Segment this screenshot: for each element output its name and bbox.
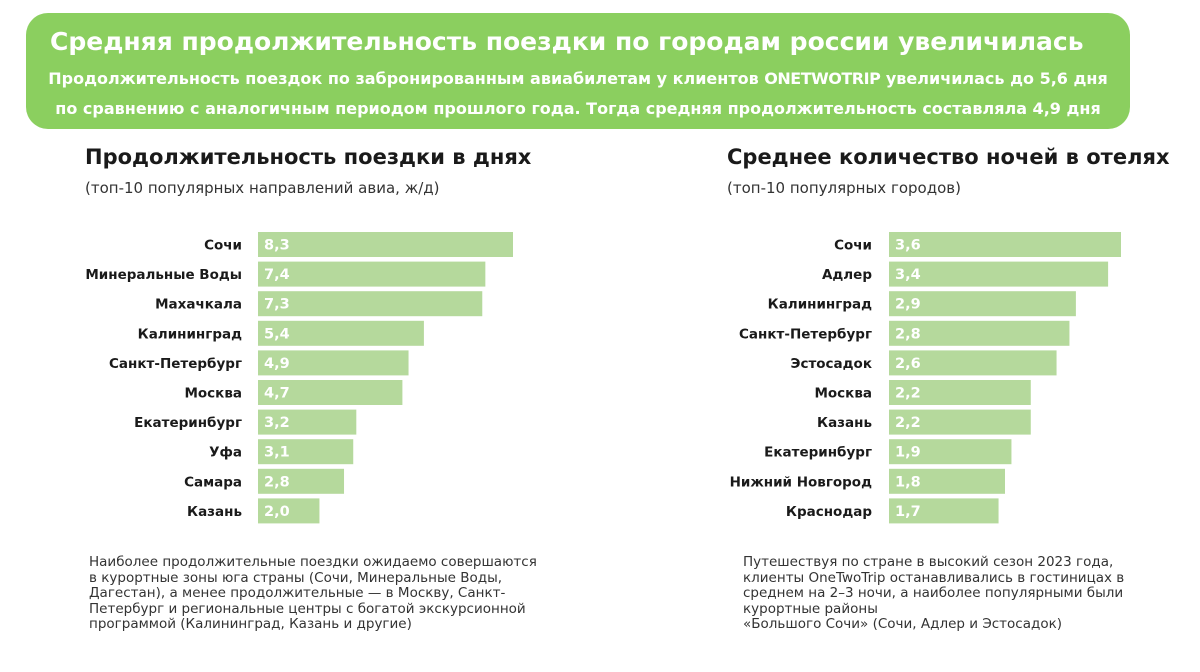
category-label: Москва [184,386,242,402]
hotel-nights-title: Среднее количество ночей в отелях [727,145,1170,169]
category-label: Минеральные Воды [85,267,242,283]
note-line: Дагестан), а менее продолжительные — в М… [89,585,506,601]
bar-5 [258,350,409,376]
data-label: 3,1 [264,445,290,461]
data-label: 3,4 [895,267,921,283]
bar-1 [889,232,1121,257]
data-label: 2,8 [264,474,290,490]
trip-duration-note: Наиболее продолжительные поездки ожидаем… [89,554,559,633]
note-line: курортные районы [743,600,878,617]
header-line-1-start: Продолжительность поездок по забронирова… [48,69,765,88]
data-label: 3,6 [895,238,921,254]
category-label: Екатеринбург [764,445,872,461]
hotel-nights-subtitle: (топ-10 популярных городов) [727,179,961,197]
bar-9 [258,468,345,494]
data-label: 7,3 [264,297,290,313]
data-label: 2,8 [895,326,921,342]
category-label: Сочи [834,238,872,254]
data-label: 5,4 [264,326,290,342]
trip-duration-chart: Сочи 8,3 Минеральные Воды 7,4 Махачкала 7,3 Ка… [85,232,513,524]
category-label: Казань [817,415,872,431]
data-label: 2,2 [895,386,921,402]
note-line: среднем на 2–3 ночи, а наиболее популярн… [743,585,1124,601]
bar-9 [889,468,1005,494]
bar-7 [258,409,357,435]
category-label: Москва [814,386,872,402]
category-label: Екатеринбург [134,415,242,431]
hotel-nights-chart: Сочи 3,6 Адлер 3,4 Калининград 2,9 Санкт-Петер… [730,232,1121,524]
bar-8 [258,439,354,465]
bar-4 [258,320,424,346]
header-line-1: Продолжительность поездок по забронирова… [26,69,1130,88]
bar-6 [258,380,403,405]
hotel-nights-note: Путешествуя по стране в высокий сезон 20… [743,554,1183,633]
data-label: 7,4 [264,267,290,283]
brand-logo-text: ONETWOTRIP [764,69,881,88]
data-label: 1,8 [895,474,921,490]
data-label: 1,7 [895,504,921,520]
bar-10 [889,498,999,524]
header-line-1-end: увеличилась до 5,6 дня [880,69,1108,88]
bar-8 [889,439,1012,465]
note-line: Путешествуя по стране в высокий сезон 20… [743,554,1114,570]
bar-1 [258,232,513,257]
category-label: Краснодар [786,504,872,520]
category-label: Уфа [209,445,242,461]
category-label: Санкт-Петербург [109,356,242,372]
category-label: Махачкала [155,297,242,313]
bar-3 [258,291,483,317]
bar-7 [889,409,1031,435]
bar-3 [889,291,1076,317]
bar-2 [258,261,486,287]
trip-duration-subtitle: (топ-10 популярных направлений авиа, ж/д… [85,179,440,197]
bar-5 [889,350,1057,376]
data-label: 4,9 [264,356,290,372]
bar-6 [889,380,1031,405]
data-label: 3,2 [264,415,290,431]
header-banner: Средняя продолжительность поездки по гор… [26,13,1130,129]
trip-duration-title: Продолжительность поездки в днях [85,145,532,169]
header-line-2: по сравнению с аналогичным периодом прош… [55,99,1101,118]
bar-4 [889,320,1070,346]
category-label: Санкт-Петербург [739,326,872,342]
data-label: 2,0 [264,504,290,520]
hotel-nights-panel: Среднее количество ночей в отелях (топ-1… [727,145,1197,665]
category-label: Адлер [822,267,872,283]
category-label: Казань [187,504,242,520]
category-label: Самара [184,474,242,490]
data-label: 2,2 [895,415,921,431]
category-label: Нижний Новгород [730,474,873,490]
note-line: в курортные зоны юга страны (Сочи, Минер… [89,569,503,586]
bar-10 [258,498,320,524]
trip-duration-panel: Продолжительность поездки в днях (топ-10… [85,145,555,665]
category-label: Эстосадок [791,356,872,372]
data-label: 2,9 [895,297,921,313]
note-line: клиенты OneTwoTrip останавливались в гос… [743,569,1125,586]
category-label: Калининград [138,326,242,342]
note-line: программой (Калининград, Казань и другие… [89,616,412,632]
note-line: «Большого Сочи» (Сочи, Адлер и Эстосадок… [743,616,1063,632]
data-label: 2,6 [895,356,921,372]
data-label: 1,9 [895,445,921,461]
category-label: Сочи [204,238,242,254]
data-label: 4,7 [264,386,290,402]
note-line: Петербург и региональные центры с богато… [89,600,526,617]
category-label: Калининград [768,297,872,313]
bar-2 [889,261,1109,287]
data-label: 8,3 [264,238,290,254]
page-title: Средняя продолжительность поездки по гор… [50,27,1084,56]
note-line: Наиболее продолжительные поездки ожидаем… [89,554,537,570]
